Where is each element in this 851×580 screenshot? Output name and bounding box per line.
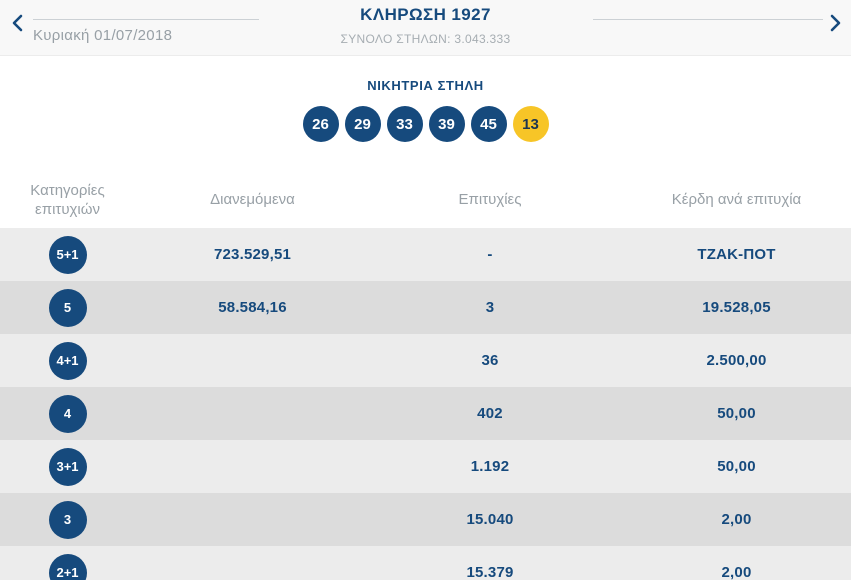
- divider-line-right: [593, 19, 823, 20]
- table-row: 3 15.040 2,00: [0, 493, 851, 546]
- winning-number-ball: 39: [428, 106, 465, 142]
- next-draw-button[interactable]: [828, 13, 844, 33]
- category-cell: 3+1: [0, 447, 135, 486]
- draw-title: ΚΛΗΡΩΣΗ 1927: [360, 5, 491, 24]
- table-row: 4+1 36 2.500,00: [0, 334, 851, 387]
- winners-cell: 3: [485, 299, 495, 316]
- category-badge: 5+1: [48, 235, 87, 274]
- category-badge: 3: [48, 500, 87, 539]
- winning-number-ball: 29: [344, 106, 381, 142]
- column-header-winners: Επιτυχίες: [458, 191, 522, 208]
- prize-results-table: Κατηγορίες επιτυχιών Διανεμόμενα Επιτυχί…: [0, 171, 851, 580]
- category-cell: 4: [0, 394, 135, 433]
- previous-draw-button[interactable]: [9, 13, 25, 33]
- table-row: 4 402 50,00: [0, 387, 851, 440]
- divider-line-left: [33, 19, 259, 20]
- prize-cell: 2,00: [721, 511, 752, 528]
- draw-title-block: ΚΛΗΡΩΣΗ 1927 ΣΥΝΟΛΟ ΣΤΗΛΩΝ: 3.043.333: [0, 5, 851, 46]
- prize-cell: 50,00: [717, 405, 756, 422]
- distributed-cell: 723.529,51: [213, 246, 292, 263]
- winning-numbers: 26 29 33 39 45 13: [0, 106, 851, 142]
- winning-numbers-heading: ΝΙΚΗΤΡΙΑ ΣΤΗΛΗ: [367, 78, 484, 93]
- category-badge: 4: [48, 394, 87, 433]
- category-badge: 3+1: [48, 447, 87, 486]
- winners-cell: 402: [477, 405, 503, 422]
- category-cell: 4+1: [0, 341, 135, 380]
- winners-cell: 1.192: [470, 458, 510, 475]
- bonus-number-ball: 13: [512, 106, 549, 142]
- prize-cell: 2,00: [721, 564, 752, 580]
- prize-cell: 2.500,00: [706, 352, 767, 369]
- results-table-body: 5+1 723.529,51 - ΤΖΑΚ-ΠΟΤ 5 58.584,16 3 19.528,…: [0, 228, 851, 580]
- total-columns-label: ΣΥΝΟΛΟ ΣΤΗΛΩΝ: 3.043.333: [340, 32, 511, 46]
- prize-cell: ΤΖΑΚ-ΠΟΤ: [697, 246, 776, 263]
- category-cell: 5: [0, 288, 135, 327]
- table-header-row: Κατηγορίες επιτυχιών Διανεμόμενα Επιτυχί…: [0, 171, 851, 228]
- winners-cell: -: [487, 246, 493, 263]
- column-header-prize: Κέρδη ανά επιτυχία: [671, 191, 802, 208]
- table-row: 3+1 1.192 50,00: [0, 440, 851, 493]
- winners-cell: 15.379: [466, 564, 514, 580]
- category-cell: 5+1: [0, 235, 135, 274]
- prize-cell: 19.528,05: [702, 299, 771, 316]
- winners-cell: 36: [481, 352, 499, 369]
- draw-date: Κυριακή 01/07/2018: [33, 27, 173, 44]
- chevron-left-icon: [12, 14, 23, 32]
- draw-navigation-bar: Κυριακή 01/07/2018 ΚΛΗΡΩΣΗ 1927 ΣΥΝΟΛΟ Σ…: [0, 0, 851, 56]
- winning-numbers-section: ΝΙΚΗΤΡΙΑ ΣΤΗΛΗ 26 29 33 39 45 13: [0, 56, 851, 142]
- category-badge: 5: [48, 288, 87, 327]
- distributed-cell: 58.584,16: [218, 299, 287, 316]
- winning-number-ball: 33: [386, 106, 423, 142]
- table-row: 5 58.584,16 3 19.528,05: [0, 281, 851, 334]
- column-header-categories: Κατηγορίες επιτυχιών: [30, 181, 105, 218]
- category-cell: 3: [0, 500, 135, 539]
- column-header-distributed: Διανεμόμενα: [210, 191, 295, 208]
- table-row: 2+1 15.379 2,00: [0, 546, 851, 580]
- category-badge: 2+1: [48, 553, 87, 580]
- winning-number-ball: 26: [302, 106, 339, 142]
- winners-cell: 15.040: [466, 511, 514, 528]
- chevron-right-icon: [830, 14, 841, 32]
- table-row: 5+1 723.529,51 - ΤΖΑΚ-ΠΟΤ: [0, 228, 851, 281]
- category-badge: 4+1: [48, 341, 87, 380]
- prize-cell: 50,00: [717, 458, 756, 475]
- winning-number-ball: 45: [470, 106, 507, 142]
- category-cell: 2+1: [0, 553, 135, 580]
